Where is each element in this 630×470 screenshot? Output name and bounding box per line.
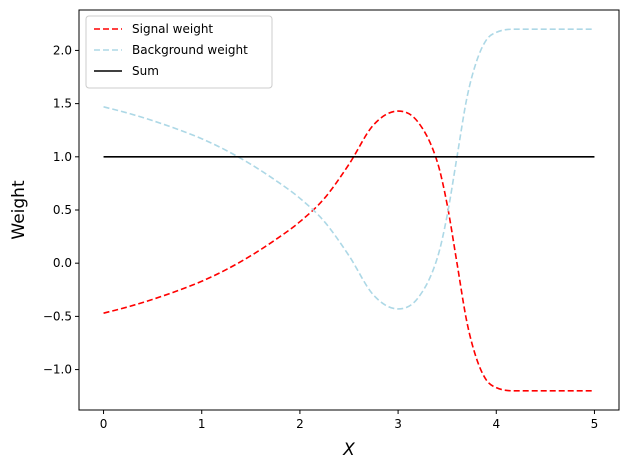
- y-tick-label: 1.5: [53, 97, 72, 111]
- x-tick-label: 4: [492, 417, 500, 431]
- y-tick-label: 0.5: [53, 203, 72, 217]
- legend-label: Background weight: [132, 43, 248, 57]
- axis-ticks: 0 1 2 3 4 5 −1.0 −0.5 0.0 0.5 1.0 1.5 2.0: [43, 43, 598, 431]
- x-tick-label: 0: [100, 417, 108, 431]
- x-tick-label: 1: [198, 417, 206, 431]
- y-tick-label: −0.5: [43, 309, 72, 323]
- y-tick-label: 0.0: [53, 256, 72, 270]
- y-tick-label: 2.0: [53, 43, 72, 57]
- x-axis-label: X: [342, 440, 355, 460]
- legend-box: [85, 15, 273, 89]
- x-tick-label: 3: [394, 417, 402, 431]
- legend-label: Sum: [132, 64, 159, 78]
- axes-frame: [78, 9, 620, 411]
- legend: Signal weight Background weight Sum: [85, 15, 273, 89]
- series-line-signal-weight: [103, 110, 595, 392]
- y-axis-label: Weight: [9, 180, 29, 240]
- series-line-background-weight: [103, 28, 595, 310]
- plot-area: [103, 28, 595, 392]
- y-tick-label: −1.0: [43, 363, 72, 377]
- x-tick-label: 2: [296, 417, 304, 431]
- legend-label: Signal weight: [132, 22, 213, 36]
- x-tick-label: 5: [591, 417, 599, 431]
- y-tick-label: 1.0: [53, 150, 72, 164]
